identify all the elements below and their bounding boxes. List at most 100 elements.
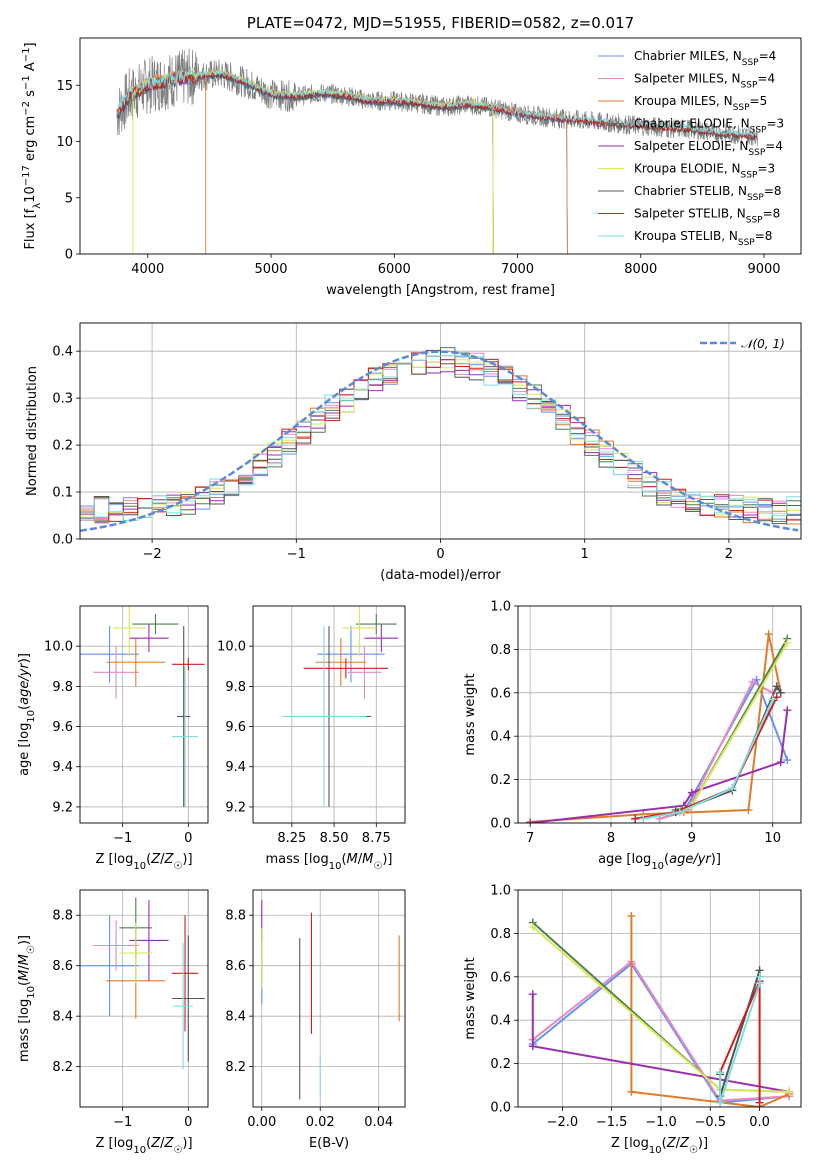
- weight-marker: [752, 675, 761, 684]
- label-part: mass weight: [463, 673, 478, 755]
- axes-mass_vs_ebv: 0.00 0.02 0.04 8.2 8.4 8.6 8.8 E(B-V): [225, 889, 406, 1151]
- label-part: )]: [382, 852, 392, 867]
- y-tick-label: 5: [65, 191, 73, 206]
- label-part: 10: [649, 1145, 662, 1156]
- weight-marker: [526, 819, 535, 823]
- y-tick-label: 8.8: [225, 909, 246, 924]
- weight-marker: [627, 1087, 636, 1096]
- x-tick-label: −1: [113, 1115, 132, 1130]
- label-part: (: [146, 1136, 151, 1151]
- label-part: Z [log: [95, 852, 133, 867]
- label-part: )]: [711, 852, 721, 867]
- y-tick-label: 0: [65, 248, 73, 263]
- label-part: 10: [133, 1145, 146, 1156]
- x-tick-label: 0.02: [306, 1115, 335, 1130]
- label-part: age/yr: [17, 662, 32, 705]
- histogram-salpeter-stelib: [80, 352, 801, 522]
- y-tick-label: 10.0: [217, 640, 246, 655]
- x-tick-label: −1.0: [645, 1115, 677, 1130]
- x-tick-label: 7000: [501, 262, 534, 277]
- axes-frame: [79, 889, 209, 1108]
- x-tick-label: 5000: [254, 262, 287, 277]
- axes-residuals: −2 −1 0 1 2 0.0 0.1 0.2 0.3 0.4 (data-model)/error…: [25, 322, 802, 583]
- label-part: 10: [651, 861, 664, 872]
- label-part: M: [17, 970, 32, 981]
- label-part: (data-model)/error: [380, 568, 501, 583]
- weight-marker: [744, 805, 753, 814]
- x-tick-label: 10: [764, 831, 781, 846]
- label-part: 10: [133, 861, 146, 872]
- legend-entry: 𝒩(0, 1): [741, 337, 785, 351]
- label-part: ☉: [689, 1145, 698, 1156]
- weight-marker: [776, 758, 785, 767]
- x-tick-label: 0.00: [247, 1115, 276, 1130]
- label-part: (: [146, 852, 151, 867]
- legend-entry: Chabrier STELIB, NSSP=8: [634, 184, 782, 203]
- axes-age_vs_Z: −1 09.29.49.69.810.0Z [log10(Z/Z☉)]age [l…: [17, 605, 209, 872]
- y-tick-label: 8.8: [52, 909, 73, 924]
- x-axis-label: wavelength [Angstrom, rest frame]: [326, 283, 555, 298]
- label-part: Z: [164, 852, 175, 867]
- label-part: −2: [21, 101, 32, 116]
- legend-text: Chabrier ELODIE, N: [634, 117, 750, 131]
- weight-marker: [772, 693, 781, 702]
- axes-frame: [79, 322, 802, 540]
- y-axis-label: Normed distribution: [25, 366, 40, 496]
- axes-spectrum: 4000 5000 6000 7000 8000 9000 0 5 10 15 wavelength…: [21, 37, 802, 298]
- normal-curve: [80, 350, 799, 533]
- label-part: (: [17, 705, 32, 710]
- y-tick-label: 9.4: [225, 760, 246, 775]
- legend-text: Chabrier MILES, N: [634, 49, 742, 63]
- plot-area-age_vs_mass: [253, 606, 405, 823]
- label-part: Z [log: [611, 1136, 649, 1151]
- weight-marker: [716, 1098, 725, 1107]
- y-tick-label: 0.0: [52, 533, 73, 548]
- axes-frame: [252, 605, 406, 824]
- label-part: (: [662, 1136, 667, 1151]
- x-tick-label: −2.0: [547, 1115, 579, 1130]
- weight-marker: [783, 756, 792, 765]
- label-part: ]: [23, 42, 38, 47]
- label-part: )]: [182, 1136, 192, 1151]
- weight-line-salpeter-miles: [532, 960, 790, 1102]
- y-tick-label: 0.2: [490, 1057, 511, 1072]
- label-part: 10: [26, 986, 37, 999]
- legend-sub: SSP: [748, 148, 765, 158]
- y-tick-label: 0.0: [490, 817, 511, 832]
- legend-text: =8: [755, 229, 773, 243]
- weight-marker: [528, 990, 537, 999]
- y-tick-label: 0.2: [490, 773, 511, 788]
- y-tick-label: 0.0: [490, 1101, 511, 1116]
- y-tick-label: 9.6: [225, 720, 246, 735]
- x-tick-label: −2: [143, 547, 162, 562]
- weight-marker: [631, 814, 640, 823]
- weight-line-chabrier-stelib: [719, 970, 761, 1097]
- y-axis-label: age [log10(age/yr)]: [17, 653, 37, 776]
- y-tick-label: 0.6: [490, 970, 511, 985]
- weight-marker: [764, 630, 773, 639]
- legend-sub: SSP: [742, 58, 759, 68]
- label-part: A: [23, 62, 38, 75]
- label-part: erg cm: [23, 116, 38, 165]
- label-part: (: [664, 852, 669, 867]
- label-part: /: [160, 852, 165, 867]
- weight-marker: [687, 788, 696, 797]
- x-tick-label: 9000: [747, 262, 780, 277]
- x-tick-label: −1: [287, 547, 306, 562]
- label-part: ☉: [173, 1145, 182, 1156]
- y-tick-label: 8.6: [225, 959, 246, 974]
- x-tick-label: −1.5: [596, 1115, 628, 1130]
- x-tick-label: 8.25: [277, 831, 306, 846]
- y-tick-label: 0.8: [490, 643, 511, 658]
- y-tick-label: 0.1: [52, 486, 73, 501]
- label-part: )]: [17, 935, 32, 945]
- label-part: (: [341, 852, 346, 867]
- label-part: Flux [f: [23, 208, 38, 249]
- weight-marker: [755, 972, 764, 981]
- label-part: −1: [21, 48, 32, 63]
- weight-marker: [776, 688, 785, 697]
- label-part: 10: [26, 710, 37, 723]
- axes-weight_vs_Z: −2.0 −1.5 −1.0 −0.5 0.0 0.0 0.2 0.4 0.6 0.8 1.0 Z […: [463, 884, 802, 1156]
- x-axis-label: Z [log10(Z/Z☉)]: [95, 1136, 192, 1156]
